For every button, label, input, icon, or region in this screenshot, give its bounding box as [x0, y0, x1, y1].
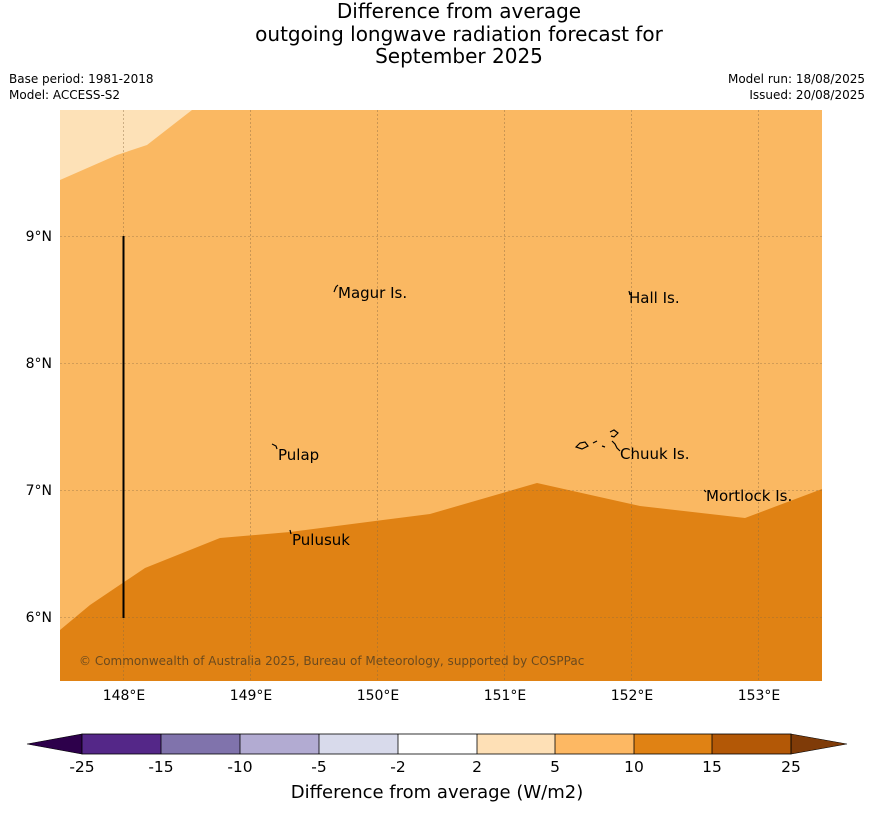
- colorbar: -25 -15 -10 -5 -2 2 5 10 15 25 Differenc…: [26, 733, 848, 803]
- lat-tick-6n: 6°N: [26, 610, 52, 626]
- pulusuk-island-shape: [289, 529, 292, 535]
- colorbar-segment: [477, 734, 555, 754]
- model-label: Model: ACCESS-S2: [9, 88, 121, 102]
- pulap-island-shape: [271, 443, 278, 450]
- colorbar-segment: [634, 734, 712, 754]
- title-line-1: Difference from average: [336, 0, 582, 23]
- title-line-3: September 2025: [375, 44, 543, 68]
- colorbar-segment: [712, 734, 791, 754]
- colorbar-labels: -25 -15 -10 -5 -2 2 5 10 15 25: [69, 758, 801, 776]
- place-label-chuuk: Chuuk Is.: [620, 445, 689, 463]
- lon-tick-153e: 153°E: [738, 688, 781, 704]
- colorbar-label: -2: [390, 758, 405, 776]
- place-label-pulusuk: Pulusuk: [292, 531, 350, 549]
- colorbar-label: 15: [702, 758, 722, 776]
- copyright-notice: © Commonwealth of Australia 2025, Bureau…: [79, 654, 584, 668]
- longitude-ticks: 148°E 149°E 150°E 151°E 152°E 153°E: [103, 688, 781, 704]
- colorbar-label: 5: [550, 758, 560, 776]
- hall-island-shape: [628, 290, 631, 296]
- colorbar-max-extension: [790, 733, 848, 755]
- colorbar-segment: [319, 734, 398, 754]
- colorbar-label: -5: [311, 758, 326, 776]
- colorbar-label: 10: [624, 758, 644, 776]
- model-run-label: Model run: 18/08/2025: [727, 72, 865, 86]
- colorbar-label: 25: [781, 758, 801, 776]
- colorbar-segment: [240, 734, 319, 754]
- place-label-mortlock: Mortlock Is.: [706, 487, 792, 505]
- title-line-2: outgoing longwave radiation forecast for: [255, 21, 663, 46]
- base-period-label: Base period: 1981-2018: [9, 72, 154, 86]
- colorbar-segment: [555, 734, 634, 754]
- chuuk-lagoon-shape: [574, 429, 621, 452]
- lon-tick-152e: 152°E: [611, 688, 654, 704]
- colorbar-segment: [82, 734, 161, 754]
- mortlock-island-shape: [703, 489, 707, 493]
- colorbar-label: 2: [472, 758, 482, 776]
- place-labels: Magur Is. Hall Is. Pulap Chuuk Is. Mortl…: [278, 284, 792, 549]
- issued-label: Issued: 20/08/2025: [749, 88, 865, 102]
- place-label-hall: Hall Is.: [629, 289, 680, 307]
- colorbar-min-extension: [26, 733, 83, 755]
- colorbar-title: Difference from average (W/m2): [291, 782, 583, 803]
- place-label-pulap: Pulap: [278, 446, 319, 464]
- lon-tick-148e: 148°E: [103, 688, 146, 704]
- colorbar-segment: [161, 734, 240, 754]
- colorbar-segment: [398, 734, 477, 754]
- place-label-magur: Magur Is.: [338, 284, 407, 302]
- lon-tick-149e: 149°E: [230, 688, 273, 704]
- magur-island-shape: [333, 284, 339, 293]
- latitude-ticks: 9°N 8°N 7°N 6°N: [26, 229, 52, 626]
- colorbar-label: -10: [227, 758, 252, 776]
- colorbar-label: -25: [69, 758, 94, 776]
- lat-tick-7n: 7°N: [26, 483, 52, 499]
- lat-tick-8n: 8°N: [26, 356, 52, 372]
- meta-right: Model run: 18/08/2025 Issued: 20/08/2025: [728, 71, 865, 103]
- map-title: Difference from average outgoing longwav…: [0, 0, 873, 68]
- map-area: Magur Is. Hall Is. Pulap Chuuk Is. Mortl…: [60, 110, 822, 681]
- colorbar-label: -15: [148, 758, 173, 776]
- lon-tick-151e: 151°E: [484, 688, 527, 704]
- region-2-5: [60, 110, 192, 180]
- meta-left: Base period: 1981-2018 Model: ACCESS-S2: [9, 71, 154, 103]
- lat-tick-9n: 9°N: [26, 229, 52, 245]
- island-outlines: [271, 284, 707, 535]
- lon-tick-150e: 150°E: [357, 688, 400, 704]
